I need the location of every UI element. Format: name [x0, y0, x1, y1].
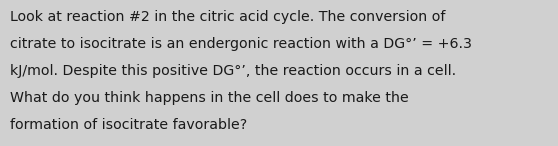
Text: kJ/mol. Despite this positive DG°’, the reaction occurs in a cell.: kJ/mol. Despite this positive DG°’, the … — [10, 64, 456, 78]
Text: citrate to isocitrate is an endergonic reaction with a DG°’ = +6.3: citrate to isocitrate is an endergonic r… — [10, 37, 472, 51]
Text: What do you think happens in the cell does to make the: What do you think happens in the cell do… — [10, 91, 409, 105]
Text: formation of isocitrate favorable?: formation of isocitrate favorable? — [10, 118, 247, 132]
Text: Look at reaction #2 in the citric acid cycle. The conversion of: Look at reaction #2 in the citric acid c… — [10, 10, 445, 24]
